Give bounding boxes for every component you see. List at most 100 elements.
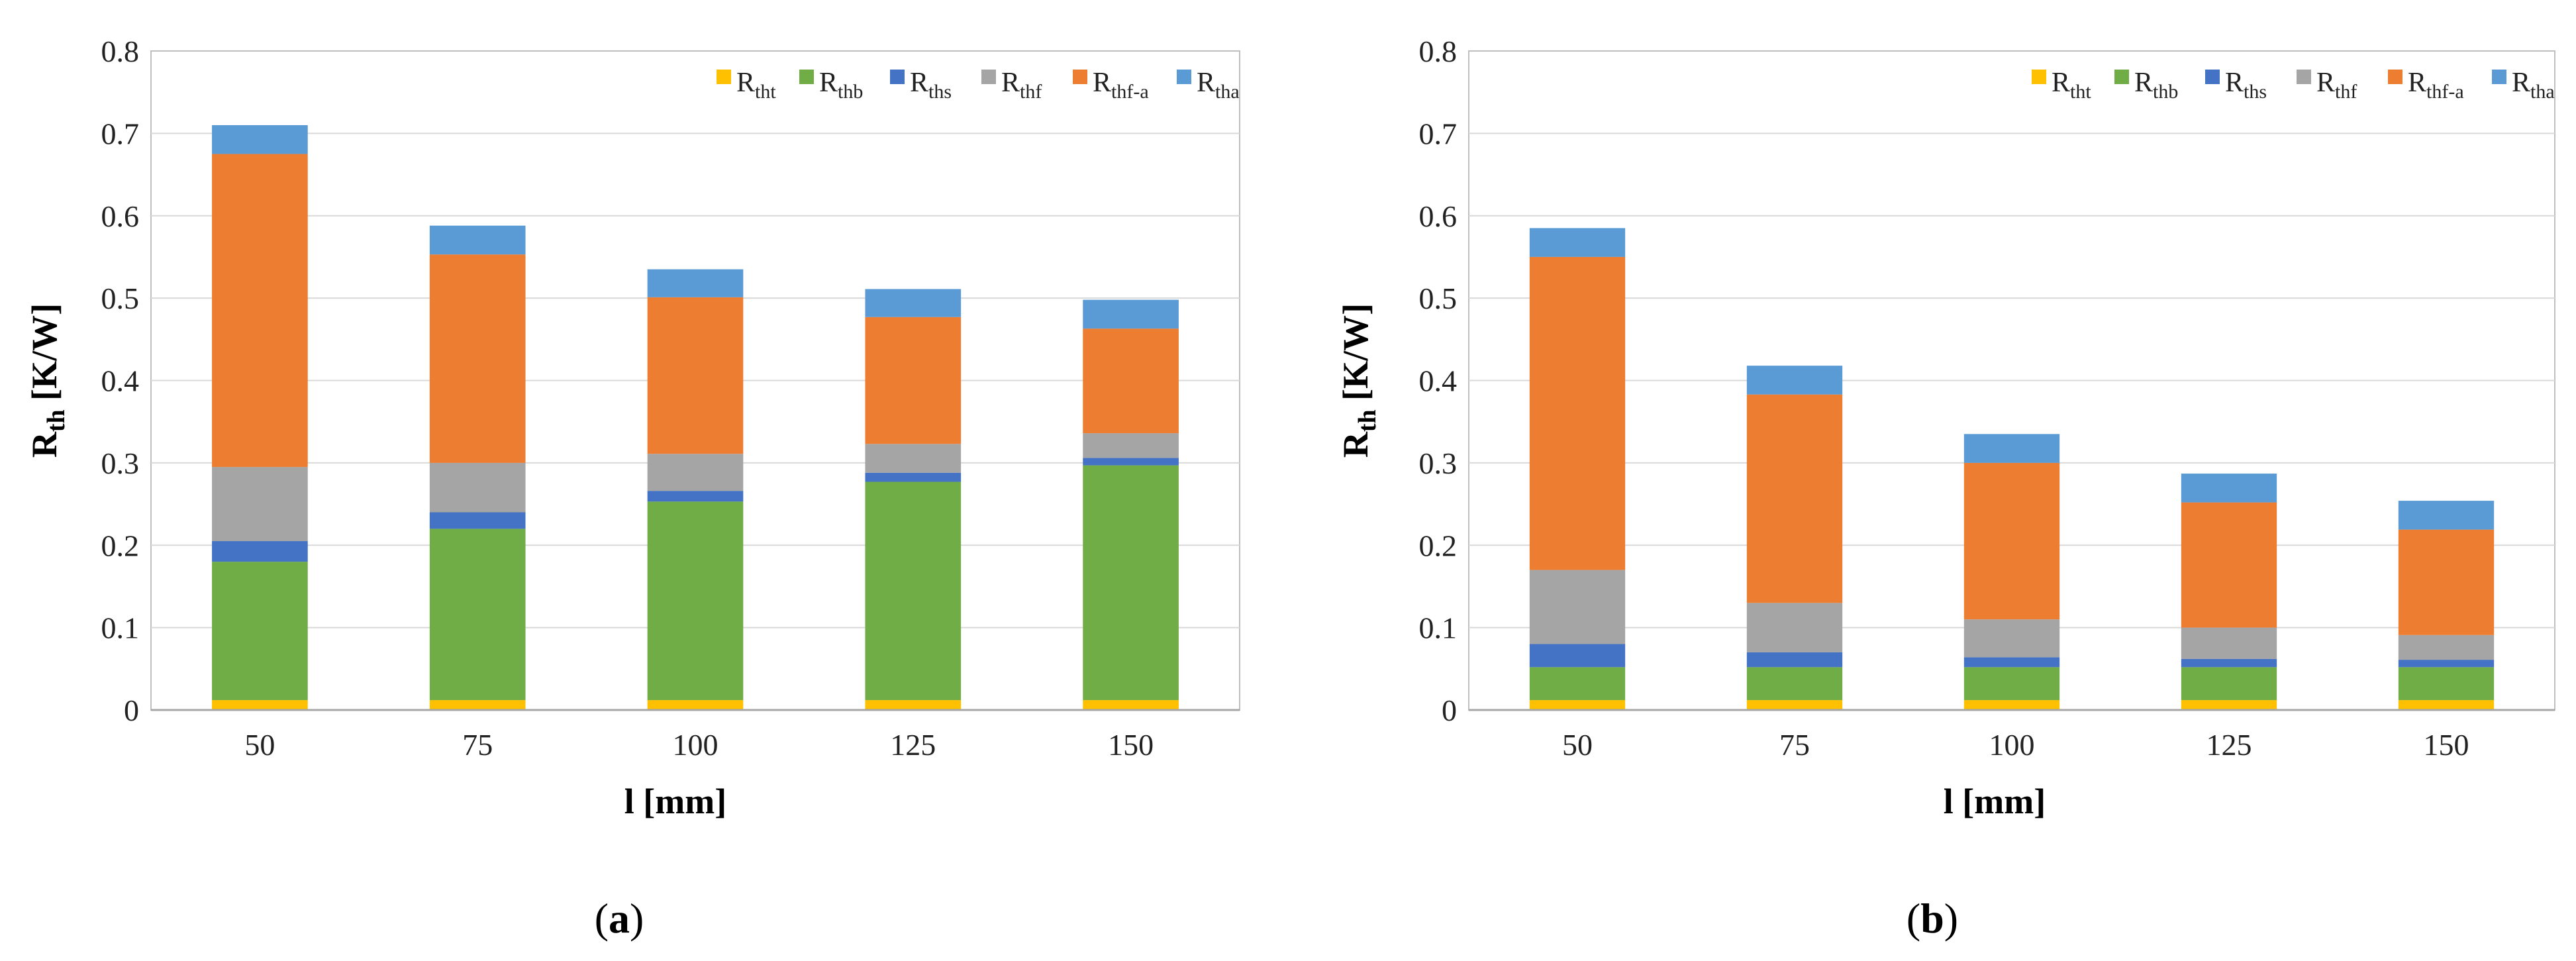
chart-2-x-axis-title: l [mm] (1944, 782, 2046, 821)
chart-1-legend-entry-tht: Rtht (736, 68, 776, 103)
chart-2-bar-thb-150 (2398, 667, 2495, 701)
chart-1-y-tick-label: 0.8 (101, 34, 140, 68)
chart-1-bar-tht-50 (212, 700, 308, 710)
chart-2-bar-ths-125 (2181, 658, 2277, 668)
chart-1-legend-swatch-thb (799, 70, 814, 84)
chart-2-bar-tht-100 (1963, 700, 2060, 710)
chart-1-bar-tht-100 (647, 700, 744, 710)
chart-2-bar-thf-125 (2181, 627, 2277, 659)
chart-1-x-tick-label: 125 (890, 728, 936, 762)
chart-2-bar-ths-75 (1746, 652, 1843, 668)
chart-2-legend-entry-thb: Rthb (2134, 68, 2178, 103)
chart-2-legend-subscript: tht (2070, 81, 2091, 103)
chart-1-bar-tht-75 (429, 700, 526, 710)
chart-2-bar-thb-100 (1963, 667, 2060, 701)
chart-2-bar-tht-125 (2181, 700, 2277, 710)
chart-1-y-tick-label: 0.7 (101, 117, 140, 150)
chart-2-bar-thf-a-50 (1529, 256, 1626, 570)
chart-2-bar-thf-75 (1746, 603, 1843, 652)
chart-1-y-tick-label: 0.1 (101, 611, 140, 645)
chart-1-bar-thf-a-150 (1083, 329, 1179, 434)
chart-2-legend-label: R (2052, 68, 2070, 98)
chart-2-bar-ths-100 (1963, 657, 2060, 668)
chart-1-bar-ths-125 (865, 472, 962, 482)
chart-2-legend-swatch-thb (2114, 70, 2129, 84)
chart-2-legend-entry-tha: Rtha (2512, 68, 2555, 103)
chart-1-bar-ths-100 (647, 491, 744, 502)
chart-2-y-axis-title-subscript: th (1354, 409, 1381, 432)
chart-1-bar-ths-150 (1083, 458, 1179, 466)
chart-1-legend-label: R (910, 68, 928, 98)
chart-2-y-tick-label: 0.4 (1419, 364, 1458, 398)
chart-2-legend-label: R (2408, 68, 2426, 98)
chart-1-bar-thf-50 (212, 467, 308, 542)
chart-2-y-tick-label: 0.5 (1419, 281, 1458, 315)
chart-2-x-tick-label: 100 (1989, 728, 2035, 762)
chart-2-legend-subscript: thb (2153, 81, 2178, 103)
chart-1-y-tick-label: 0.5 (101, 281, 140, 315)
chart-2-y-axis-title-main: R (1336, 431, 1375, 458)
chart-1-bar-tha-150 (1083, 299, 1179, 329)
chart-1-bar-thb-50 (212, 562, 308, 701)
chart-2-y-tick-label: 0.2 (1419, 529, 1458, 562)
chart-2-legend-swatch-thf-a (2388, 70, 2403, 84)
chart-1-legend-label: R (819, 68, 838, 98)
chart-1-bar-tha-75 (429, 225, 526, 255)
chart-2-bar-thf-a-100 (1963, 462, 2060, 620)
chart-1-legend-label: R (736, 68, 755, 98)
chart-2-legend-label: R (2225, 68, 2244, 98)
chart-2-y-axis-title: Rth [K/W] (1336, 303, 1381, 458)
chart-1-bar-thf-a-125 (865, 317, 962, 444)
chart-2-legend-subscript: thf-a (2426, 81, 2464, 103)
chart-1-y-tick-label: 0 (124, 693, 139, 727)
chart-2-legend-entry-thf: Rthf (2316, 68, 2357, 103)
chart-2-bar-thb-125 (2181, 667, 2277, 701)
chart-1-legend-entry-tha: Rtha (1197, 68, 1240, 103)
chart-1-x-axis-title: l [mm] (624, 782, 726, 821)
chart-1-legend-swatch-ths (890, 70, 905, 84)
chart-2-bar-tht-75 (1746, 700, 1843, 710)
chart-2-panel-label: (b) (1907, 895, 1958, 942)
chart-1-y-tick-label: 0.2 (101, 529, 140, 562)
chart-1-legend-subscript: tha (1215, 81, 1240, 103)
chart-2-y-axis-title-unit: [K/W] (1336, 303, 1375, 409)
chart-2-x-tick-label: 125 (2206, 728, 2252, 762)
chart-2-legend-entry-tht: Rtht (2052, 68, 2091, 103)
chart-1-y-axis-title-unit: [K/W] (25, 303, 64, 409)
chart-2-y-tick-label: 0.3 (1419, 446, 1458, 480)
chart-2-legend-entry-ths: Rths (2225, 68, 2267, 103)
chart-1-bar-thf-a-50 (212, 154, 308, 468)
chart-1-bar-thb-75 (429, 529, 526, 701)
chart-1-bar-tha-100 (647, 269, 744, 297)
chart-1-legend-subscript: thf (1020, 81, 1042, 103)
chart-1-bar-thb-125 (865, 481, 962, 701)
chart-2-legend-swatch-tht (2032, 70, 2046, 84)
chart-2-bar-tha-100 (1963, 434, 2060, 463)
chart-2-panel-label-open: ( (1907, 895, 1920, 942)
chart-1-panel-label-letter: a (609, 895, 630, 942)
chart-1-bar-thf-a-100 (647, 297, 744, 454)
chart-1-legend-entry-thf-a: Rthf-a (1093, 68, 1149, 103)
chart-1-bar-thf-150 (1083, 433, 1179, 458)
chart-1-legend-entry-ths: Rths (910, 68, 952, 103)
chart-1: 0 0.1 0.2 0.3 0.4 0.5 0.6 0.7 0.8 50 75 100 125 150 Rt… (25, 34, 1240, 942)
chart-2-legend-label: R (2134, 68, 2153, 98)
chart-1-legend-entry-thb: Rthb (819, 68, 863, 103)
chart-1-panel-label-close: ) (630, 895, 644, 942)
chart-1-x-tick-label: 75 (462, 728, 493, 762)
chart-1-legend-subscript: tht (755, 81, 776, 103)
chart-2-legend-subscript: thf (2335, 81, 2357, 103)
chart-2-y-tick-label: 0 (1442, 693, 1457, 727)
chart-2-bar-thf-50 (1529, 570, 1626, 644)
chart-1-legend-label: R (1197, 68, 1215, 98)
chart-2-y-tick-label: 0.1 (1419, 611, 1458, 645)
chart-2-bar-thf-a-125 (2181, 502, 2277, 628)
chart-2-legend-label: R (2512, 68, 2530, 98)
chart-2-bar-tha-125 (2181, 474, 2277, 503)
chart-2-bar-thf-a-75 (1746, 394, 1843, 603)
chart-2-bar-thb-50 (1529, 667, 1626, 701)
chart-1-bar-thb-150 (1083, 465, 1179, 701)
chart-1-panel-label-open: ( (595, 895, 609, 942)
chart-1-bar-thf-75 (429, 462, 526, 513)
